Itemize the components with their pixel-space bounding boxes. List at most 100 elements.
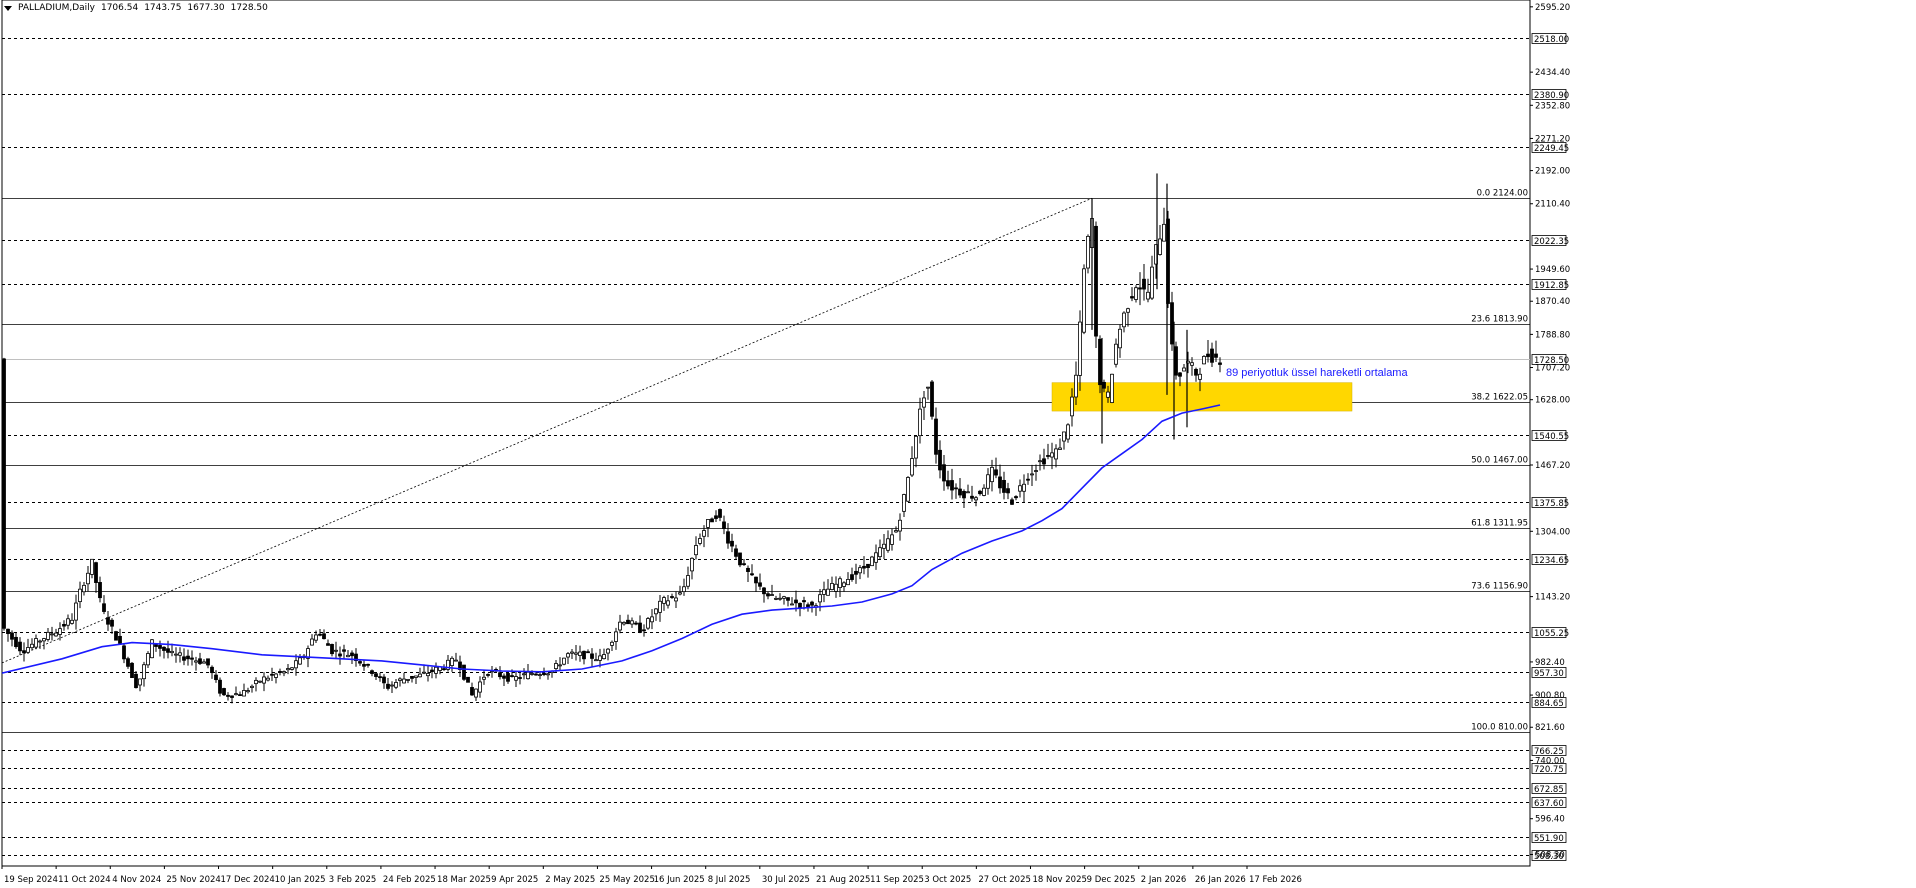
candle-body	[966, 491, 970, 494]
candle-body	[622, 622, 626, 625]
candle-body	[102, 603, 106, 612]
y-tick-label: 1949.60	[1535, 265, 1570, 275]
fib-trendline	[1, 197, 1093, 664]
candle-body	[530, 673, 534, 675]
candle-body	[18, 641, 22, 652]
level-label: 1234.65	[1534, 556, 1569, 566]
current-price-box	[1531, 354, 1567, 365]
level-label: 884.65	[1534, 699, 1564, 709]
candle-body	[198, 658, 202, 664]
candle-body	[922, 397, 926, 408]
candle-body	[134, 673, 138, 689]
candle-body	[406, 679, 410, 681]
x-tick-label: 17 Feb 2026	[1249, 875, 1302, 885]
candle-body	[194, 660, 198, 663]
level-label: 2022.35	[1534, 237, 1569, 247]
candle-body	[66, 618, 70, 626]
candle-body	[330, 644, 334, 655]
candle-body	[26, 647, 30, 653]
y-tick-label: 2271.20	[1535, 134, 1570, 144]
candle-body	[218, 679, 222, 694]
candle-body	[1118, 328, 1122, 349]
candle-body	[434, 666, 438, 674]
candle-body	[818, 594, 822, 603]
candle-body	[1030, 473, 1034, 476]
level-label-box	[1531, 667, 1567, 678]
candle-body	[638, 622, 642, 633]
candle-body	[1022, 483, 1026, 492]
candle-body	[1014, 496, 1018, 499]
ema-89-line	[1, 404, 1221, 674]
candle-body	[142, 664, 146, 680]
candle-body	[510, 675, 514, 677]
candle-body	[762, 587, 766, 595]
current-price-label: 1728.50	[1534, 356, 1569, 366]
y-tick-label: 821.60	[1535, 723, 1565, 733]
level-label: 672.85	[1534, 785, 1564, 795]
candle-body	[746, 567, 750, 572]
candle-body	[166, 648, 170, 653]
candle-body	[946, 480, 950, 487]
candle-body	[918, 408, 922, 437]
candle-body	[706, 519, 710, 528]
candle-body	[978, 490, 982, 495]
level-label-box	[1531, 783, 1567, 794]
collapse-triangle-icon[interactable]	[4, 5, 12, 11]
candle-body	[682, 586, 686, 593]
y-tick-label: 596.40	[1535, 815, 1565, 825]
candle-body	[270, 673, 274, 676]
candle-body	[334, 649, 338, 652]
candle-body	[414, 675, 418, 678]
candle-body	[10, 632, 14, 640]
candle-body	[690, 557, 694, 572]
candle-body	[322, 633, 326, 640]
candle-body	[1138, 287, 1142, 290]
candle-body	[402, 678, 406, 684]
candle-body	[266, 677, 270, 681]
candle-body	[610, 641, 614, 646]
candle-body	[562, 657, 566, 665]
candle-body	[558, 664, 562, 667]
candle-body	[898, 519, 902, 532]
candle-body	[398, 678, 402, 681]
candle-body	[694, 545, 698, 556]
candle-body	[954, 487, 958, 490]
candle-body	[1114, 343, 1118, 365]
level-label-box	[1531, 497, 1567, 508]
candle-body	[286, 668, 290, 671]
candle-body	[478, 681, 482, 693]
candle-body	[1174, 346, 1178, 376]
candle-body	[474, 688, 478, 698]
candle-body	[786, 597, 790, 601]
candle-body	[86, 572, 90, 585]
x-tick-label: 8 Jul 2025	[708, 875, 751, 885]
candle-body	[46, 631, 50, 640]
candle-body	[418, 673, 422, 678]
level-label: 1055.25	[1534, 629, 1569, 639]
candle-body	[2, 358, 6, 629]
candle-body	[390, 684, 394, 687]
candle-body	[386, 683, 390, 689]
candle-body	[94, 562, 98, 583]
candle-body	[110, 619, 114, 627]
candle-body	[214, 674, 218, 681]
candle-body	[314, 634, 318, 641]
candle-body	[162, 646, 166, 651]
candle-body	[126, 658, 130, 667]
y-tick-label: 1628.00	[1535, 396, 1570, 406]
candle-body	[1078, 321, 1082, 376]
candle-body	[702, 530, 706, 537]
candles	[2, 173, 1222, 704]
candle-body	[790, 603, 794, 606]
candle-body	[522, 673, 526, 676]
candle-body	[298, 657, 302, 665]
candle-body	[854, 570, 858, 575]
candle-body	[774, 597, 778, 600]
level-label-box	[1531, 832, 1567, 843]
candle-body	[1098, 338, 1102, 386]
level-label-box	[1531, 627, 1567, 638]
candle-body	[338, 653, 342, 657]
candle-body	[42, 638, 46, 642]
candle-body	[730, 540, 734, 547]
